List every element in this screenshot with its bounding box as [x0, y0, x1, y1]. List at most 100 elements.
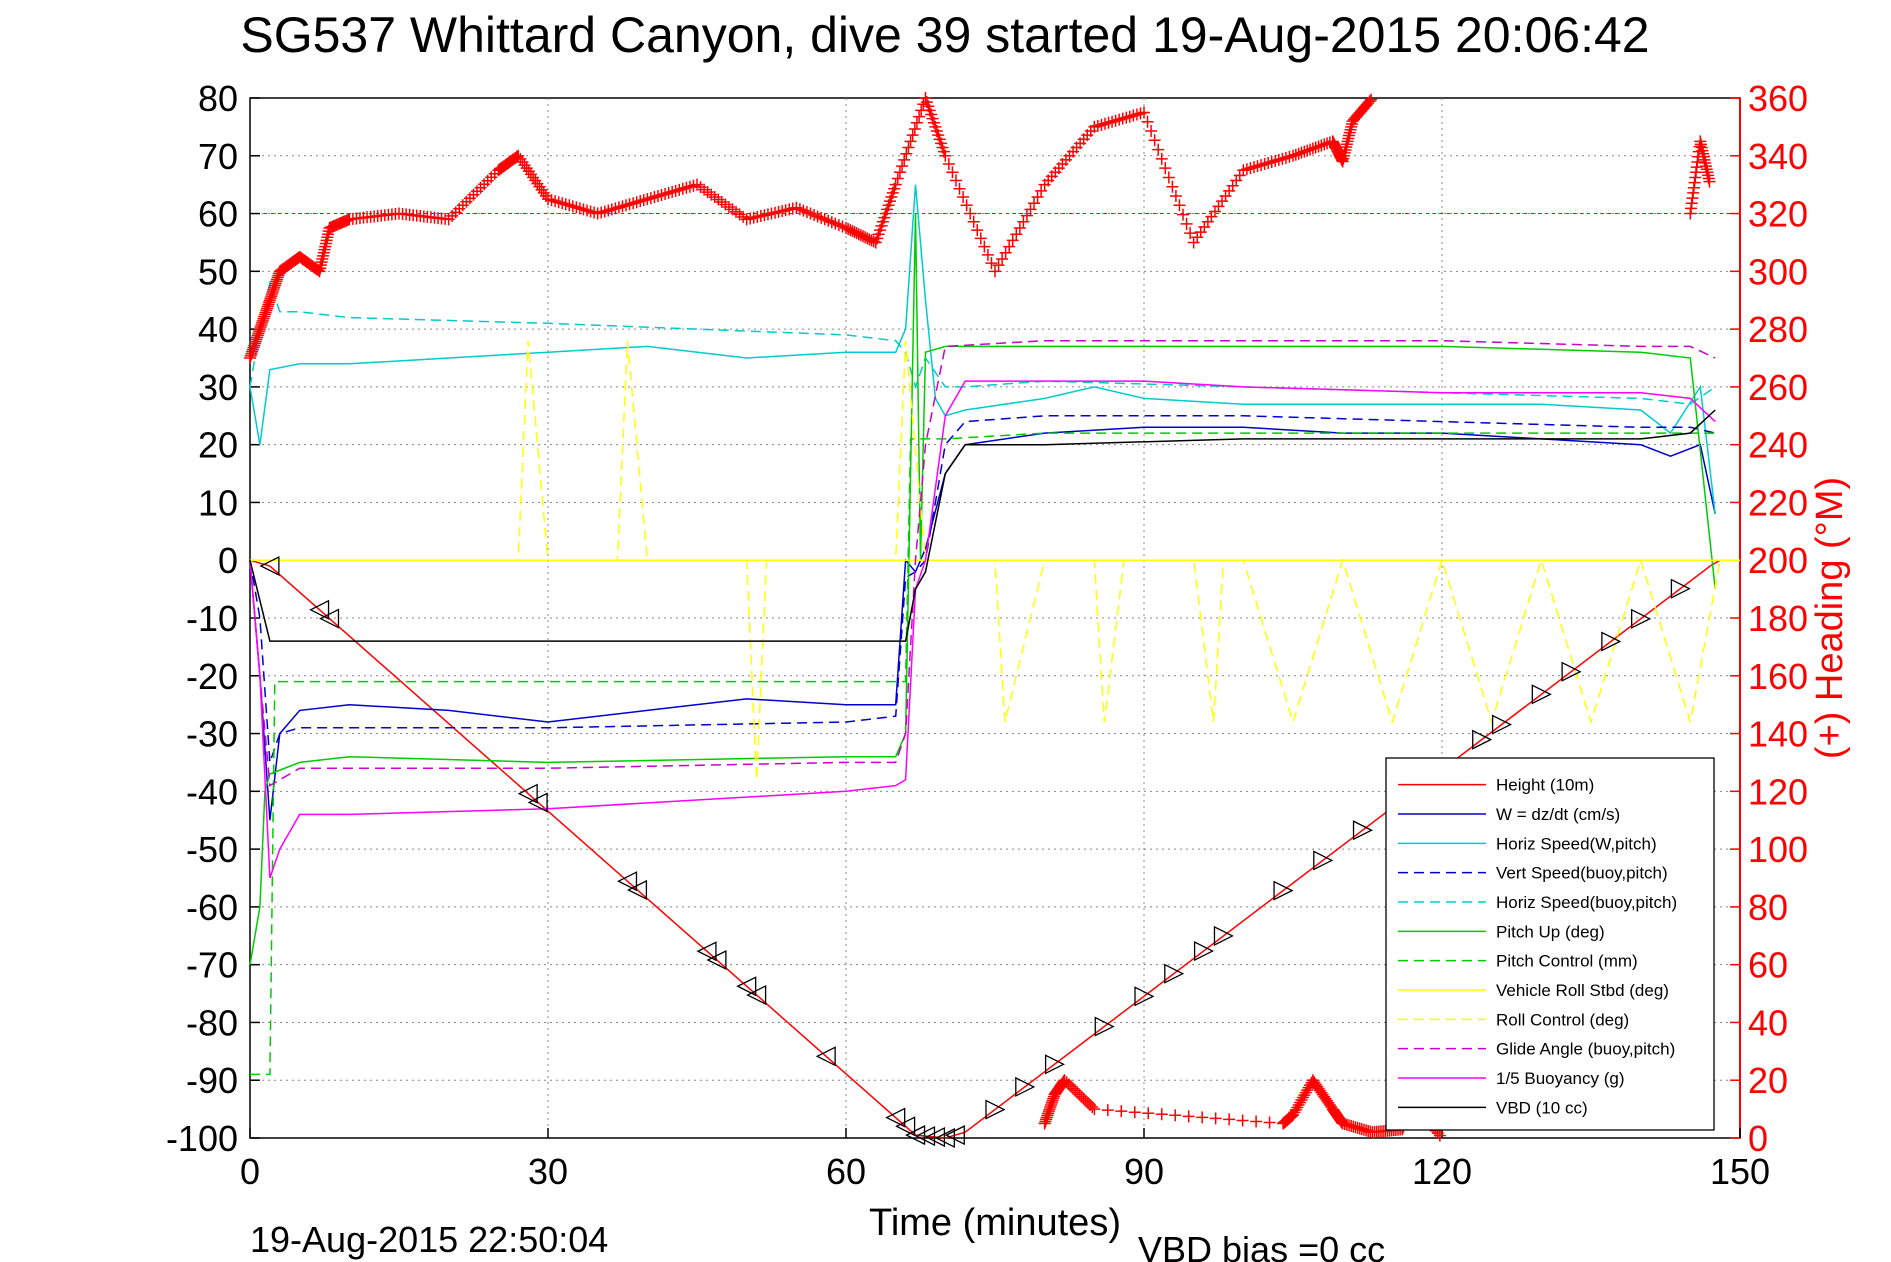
y-tick-label-right: 240: [1748, 425, 1808, 466]
heading-point: [1180, 217, 1193, 230]
heading-point: [1292, 147, 1305, 160]
y-tick-label-right: 160: [1748, 656, 1808, 697]
heading-point: [1017, 215, 1030, 228]
heading-point: [1184, 227, 1197, 240]
heading-point: [520, 162, 533, 175]
heading-point: [1287, 1108, 1299, 1121]
heading-point: [1035, 184, 1048, 197]
y-tick-label-right: 220: [1748, 482, 1808, 523]
apogee-markers: [259, 555, 1691, 1149]
series-line-2: [249, 184, 1716, 515]
heading-point: [524, 168, 537, 181]
heading-point: [1703, 175, 1716, 188]
y-tick-label-left: -60: [186, 887, 238, 928]
heading-point: [900, 147, 913, 160]
heading-point: [906, 129, 919, 142]
series-layer: [249, 184, 1740, 1139]
descent-marker: [746, 984, 767, 1006]
heading-point: [1177, 208, 1190, 221]
heading-point: [1162, 171, 1175, 184]
y-tick-label-right: 140: [1748, 714, 1808, 755]
heading-point: [1155, 152, 1168, 165]
heading-point: [509, 151, 522, 164]
heading-point: [1304, 143, 1317, 156]
heading-point: [1315, 139, 1328, 152]
heading-point: [1173, 199, 1186, 212]
heading-point: [1169, 190, 1182, 203]
y-tick-label-right: 300: [1748, 251, 1808, 292]
y-axis-label-right: (+) Heading (°M): [1809, 477, 1851, 759]
x-tick-label: 0: [240, 1151, 260, 1192]
heading-point: [1433, 1129, 1446, 1142]
y-tick-label-left: 70: [198, 136, 238, 177]
heading-point: [1236, 1114, 1249, 1127]
y-tick-label-left: 40: [198, 309, 238, 350]
y-tick-label-left: -100: [166, 1118, 238, 1159]
y-tick-label-right: 180: [1748, 598, 1808, 639]
y-tick-label-right: 200: [1748, 540, 1808, 581]
heading-point: [522, 165, 535, 178]
x-tick-label: 30: [528, 1151, 568, 1192]
heading-point: [1306, 142, 1319, 155]
descent-marker: [527, 792, 548, 813]
ascent-marker: [1313, 850, 1334, 871]
legend-label-9: Glide Angle (buoy,pitch): [1496, 1040, 1675, 1059]
heading-point: [996, 252, 1009, 265]
heading-point: [531, 177, 544, 190]
heading-point: [1031, 191, 1044, 204]
footer-timestamp: 19-Aug-2015 22:50:04: [250, 1219, 608, 1260]
y-tick-label-left: 50: [198, 251, 238, 292]
heading-point: [512, 149, 525, 162]
heading-point: [1020, 209, 1033, 222]
heading-point: [1169, 1109, 1182, 1122]
heading-point: [1006, 234, 1019, 247]
descent-marker: [319, 608, 340, 629]
heading-point: [1128, 1106, 1141, 1119]
heading-point: [898, 153, 911, 166]
heading-point: [1309, 141, 1322, 154]
descent-marker: [934, 1127, 955, 1149]
heading-point: [1003, 240, 1016, 253]
chart-title: SG537 Whittard Canyon, dive 39 started 1…: [240, 7, 1649, 63]
heading-point: [1223, 1113, 1236, 1126]
heading-point: [527, 171, 540, 184]
series-line-11: [249, 409, 1716, 642]
heading-point: [908, 122, 921, 135]
series-line-0: [249, 559, 1721, 1139]
heading-point: [1296, 1091, 1309, 1104]
heading-point: [910, 116, 923, 129]
legend-label-8: Roll Control (deg): [1496, 1010, 1629, 1029]
heading-point: [985, 257, 998, 270]
descent-marker: [259, 555, 280, 577]
legend: Height (10m) W = dz/dt (cm/s) Horiz Speed(…: [1385, 757, 1715, 1131]
heading-point: [529, 174, 542, 187]
heading-point: [904, 135, 917, 148]
x-tick-label: 60: [826, 1151, 866, 1192]
heading-point: [946, 166, 959, 179]
series-line-5: [249, 213, 1716, 965]
heading-point: [1298, 145, 1311, 158]
heading-point: [953, 182, 966, 195]
y-tick-label-left: 0: [218, 540, 238, 581]
descent-marker: [885, 1107, 906, 1128]
legend-label-0: Height (10m): [1496, 776, 1594, 795]
heading-point: [967, 215, 980, 228]
descent-marker: [895, 1116, 916, 1137]
legend-label-2: Horiz Speed(W,pitch): [1496, 834, 1657, 853]
heading-point: [1292, 1098, 1305, 1111]
heading-point: [1263, 1116, 1276, 1129]
descent-marker: [944, 1125, 965, 1146]
heading-point: [533, 180, 546, 193]
heading-point: [1166, 180, 1179, 193]
y-tick-label-right: 80: [1748, 887, 1788, 928]
heading-point: [1312, 140, 1325, 153]
heading-point: [1010, 228, 1023, 241]
heading-point: [981, 248, 994, 261]
y-tick-label-left: -50: [186, 829, 238, 870]
ascent-marker: [1531, 684, 1552, 705]
heading-point: [989, 265, 1001, 278]
heading-point: [939, 149, 952, 162]
descent-marker: [517, 783, 538, 804]
series-line-8: [269, 340, 1721, 780]
